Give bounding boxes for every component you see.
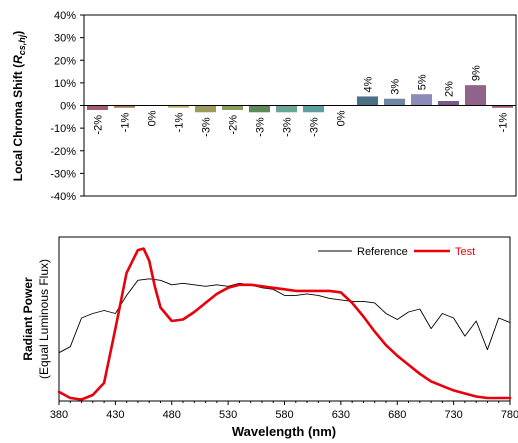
chroma-shift-chart: -40%-30%-20%-10%0%10%20%30%40% -2% -1% 0% -… bbox=[11, 10, 517, 203]
top-bar-value-label: -1% bbox=[120, 113, 132, 133]
top-bar-value-label: -3% bbox=[201, 117, 213, 137]
legend: Reference Test bbox=[318, 246, 475, 258]
top-y-tick-label: 0% bbox=[60, 101, 76, 113]
top-bar bbox=[167, 105, 190, 108]
top-bar bbox=[194, 105, 217, 113]
bottom-plot-border bbox=[58, 236, 511, 402]
top-bar bbox=[491, 105, 514, 108]
top-y-tick-label: -40% bbox=[50, 191, 76, 203]
top-bar-value-label: 5% bbox=[417, 74, 429, 90]
top-bar bbox=[356, 96, 379, 106]
bottom-x-tick-label: 380 bbox=[50, 409, 68, 421]
top-bar-value-label: -1% bbox=[174, 113, 186, 133]
top-y-tick-label: 10% bbox=[54, 78, 76, 90]
bottom-x-tick-label: 780 bbox=[501, 409, 518, 421]
top-bar bbox=[464, 85, 487, 106]
top-bar-value-label: -1% bbox=[498, 113, 510, 133]
top-bar-value-label: 4% bbox=[363, 76, 375, 92]
spectrum-chart: 380 430 480 530 580 630 680 730 780 Reference Tes… bbox=[21, 236, 518, 439]
bottom-x-tick-label: 480 bbox=[163, 409, 181, 421]
top-bar bbox=[113, 105, 136, 108]
top-bar-value-label: 3% bbox=[390, 79, 402, 95]
top-y-tick-label: 20% bbox=[54, 55, 76, 67]
top-bar-value-label: 9% bbox=[471, 65, 483, 81]
top-bar-value-label: 2% bbox=[444, 81, 456, 97]
top-bar-value-label: -3% bbox=[282, 117, 294, 137]
bottom-x-tick-label: 680 bbox=[388, 409, 406, 421]
reference-series-line bbox=[58, 278, 511, 354]
bottom-x-tick-label: 530 bbox=[219, 409, 237, 421]
legend-label: Test bbox=[455, 246, 475, 258]
legend-label: Reference bbox=[357, 246, 408, 258]
bottom-y-axis-subtitle: (Equal Luminous Flux) bbox=[37, 259, 51, 379]
top-bar bbox=[437, 100, 460, 106]
top-bar bbox=[86, 105, 109, 111]
top-bar-value-label: 0% bbox=[336, 110, 348, 126]
bottom-x-tick-label: 580 bbox=[275, 409, 293, 421]
top-bar-value-label: 0% bbox=[147, 110, 159, 126]
top-y-axis: -40% -30% -20% -10% 0% 10% 20% 30% 40% bbox=[50, 10, 84, 203]
top-bars bbox=[86, 85, 514, 113]
bottom-x-tick-label: 630 bbox=[332, 409, 350, 421]
top-bar-value-label: -2% bbox=[93, 115, 105, 135]
bottom-y-axis-title: Radiant Power bbox=[21, 277, 35, 361]
top-bar bbox=[302, 105, 325, 113]
top-bar bbox=[410, 94, 433, 106]
top-y-tick-label: -10% bbox=[50, 123, 76, 135]
test-series-line bbox=[57, 247, 512, 401]
bottom-x-tick-label: 430 bbox=[106, 409, 124, 421]
top-y-tick-label: -30% bbox=[50, 168, 76, 180]
bottom-x-axis: 380 430 480 530 580 630 680 730 780 bbox=[50, 401, 518, 421]
top-y-tick-label: 40% bbox=[54, 10, 76, 22]
top-bar-value-label: -3% bbox=[309, 117, 321, 137]
top-bar-value-label: -2% bbox=[228, 115, 240, 135]
top-bar bbox=[383, 98, 406, 106]
top-bar bbox=[275, 105, 298, 113]
bottom-x-axis-title: Wavelength (nm) bbox=[232, 424, 336, 439]
bottom-x-tick-label: 730 bbox=[444, 409, 462, 421]
top-y-tick-label: 30% bbox=[54, 33, 76, 45]
top-data-labels: -2% -1% 0% -1% -3% -2% -3% -3% -3% 0% 4% 3% 5% 2% 9% -1… bbox=[93, 65, 510, 137]
top-bar-value-label: -3% bbox=[255, 117, 267, 137]
top-y-axis-title: Local Chroma Shift (Rcs,hj) bbox=[11, 31, 27, 182]
top-y-tick-label: -20% bbox=[50, 146, 76, 158]
top-bar bbox=[248, 105, 271, 113]
bottom-series bbox=[57, 247, 512, 401]
top-bar bbox=[221, 105, 244, 111]
